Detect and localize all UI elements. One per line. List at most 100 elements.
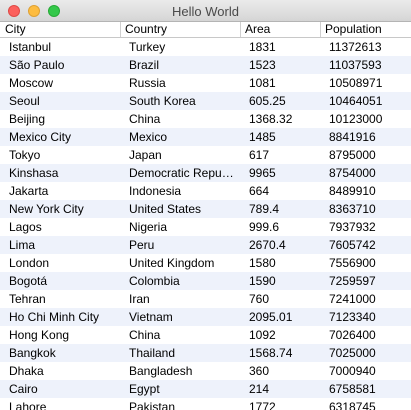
column-separator[interactable] — [240, 22, 241, 37]
zoom-button[interactable] — [48, 5, 60, 17]
cell-city: Mexico City — [9, 130, 72, 144]
cell-population: 7937932 — [329, 220, 376, 234]
cell-area: 2670.4 — [249, 238, 286, 252]
cell-area: 999.6 — [249, 220, 280, 234]
cell-city: Lima — [9, 238, 36, 252]
cell-country: Turkey — [129, 40, 166, 54]
column-header-area[interactable]: Area — [245, 22, 271, 36]
cell-country: Pakistan — [129, 400, 176, 410]
table-row[interactable]: New York City United States 789.4 8363710 — [0, 200, 411, 218]
cell-area: 617 — [249, 148, 270, 162]
cell-country: Japan — [129, 148, 162, 162]
cell-country: Vietnam — [129, 310, 173, 324]
close-button[interactable] — [8, 5, 20, 17]
cell-city: Istanbul — [9, 40, 52, 54]
city-table[interactable]: City Country Area Population Istanbul Tur… — [0, 22, 411, 410]
cell-country: Democratic Repub… — [129, 166, 239, 180]
cell-population: 7026400 — [329, 328, 376, 342]
column-separator[interactable] — [320, 22, 321, 37]
cell-city: Tokyo — [9, 148, 41, 162]
cell-city: Moscow — [9, 76, 54, 90]
table-row[interactable]: Istanbul Turkey 1831 11372613 — [0, 38, 411, 56]
cell-area: 664 — [249, 184, 270, 198]
cell-area: 360 — [249, 364, 270, 378]
table-row[interactable]: Seoul South Korea 605.25 10464051 — [0, 92, 411, 110]
table-row[interactable]: Cairo Egypt 214 6758581 — [0, 380, 411, 398]
cell-country: United States — [129, 202, 202, 216]
column-separator[interactable] — [120, 22, 121, 37]
cell-population: 10464051 — [329, 94, 383, 108]
cell-area: 1568.74 — [249, 346, 293, 360]
title-bar[interactable]: Hello World — [0, 0, 411, 22]
column-header-city[interactable]: City — [5, 22, 26, 36]
table-row[interactable]: Lagos Nigeria 999.6 7937932 — [0, 218, 411, 236]
cell-area: 1092 — [249, 328, 276, 342]
cell-population: 8489910 — [329, 184, 376, 198]
table-row[interactable]: Jakarta Indonesia 664 8489910 — [0, 182, 411, 200]
table-row[interactable]: London United Kingdom 1580 7556900 — [0, 254, 411, 272]
cell-area: 214 — [249, 382, 270, 396]
cell-population: 8363710 — [329, 202, 376, 216]
cell-area: 1523 — [249, 58, 276, 72]
cell-city: Hong Kong — [9, 328, 70, 342]
minimize-button[interactable] — [28, 5, 40, 17]
cell-country: Iran — [129, 292, 150, 306]
cell-area: 1368.32 — [249, 112, 293, 126]
cell-city: New York City — [9, 202, 84, 216]
cell-area: 1485 — [249, 130, 276, 144]
table-row[interactable]: Tehran Iran 760 7241000 — [0, 290, 411, 308]
cell-population: 11372613 — [329, 40, 382, 54]
column-header-population[interactable]: Population — [325, 22, 382, 36]
cell-city: London — [9, 256, 50, 270]
cell-country: Brazil — [129, 58, 160, 72]
table-row[interactable]: Lima Peru 2670.4 7605742 — [0, 236, 411, 254]
cell-population: 7605742 — [329, 238, 376, 252]
cell-country: South Korea — [129, 94, 196, 108]
cell-population: 8841916 — [329, 130, 376, 144]
cell-population: 7241000 — [329, 292, 376, 306]
table-row[interactable]: Moscow Russia 1081 10508971 — [0, 74, 411, 92]
cell-city: São Paulo — [9, 58, 65, 72]
cell-city: Dhaka — [9, 364, 44, 378]
cell-country: China — [129, 328, 161, 342]
table-row[interactable]: Kinshasa Democratic Repub… 9965 8754000 — [0, 164, 411, 182]
cell-country: Nigeria — [129, 220, 168, 234]
table-row[interactable]: Tokyo Japan 617 8795000 — [0, 146, 411, 164]
table-row[interactable]: Lahore Pakistan 1772 6318745 — [0, 398, 411, 410]
cell-city: Bogotá — [9, 274, 48, 288]
cell-city: Jakarta — [9, 184, 49, 198]
cell-country: Egypt — [129, 382, 160, 396]
cell-city: Kinshasa — [9, 166, 59, 180]
cell-area: 789.4 — [249, 202, 280, 216]
cell-population: 10508971 — [329, 76, 383, 90]
table-body: Istanbul Turkey 1831 11372613 São Paulo Brazi… — [0, 38, 411, 410]
cell-area: 1590 — [249, 274, 276, 288]
cell-population: 7123340 — [329, 310, 376, 324]
table-row[interactable]: Bogotá Colombia 1590 7259597 — [0, 272, 411, 290]
table-row[interactable]: Hong Kong China 1092 7026400 — [0, 326, 411, 344]
cell-population: 11037593 — [329, 58, 382, 72]
column-header-country[interactable]: Country — [125, 22, 168, 36]
cell-area: 1580 — [249, 256, 276, 270]
cell-city: Beijing — [9, 112, 46, 126]
cell-country: Russia — [129, 76, 166, 90]
cell-population: 7259597 — [329, 274, 376, 288]
cell-area: 9965 — [249, 166, 276, 180]
cell-city: Lagos — [9, 220, 42, 234]
table-row[interactable]: Beijing China 1368.32 10123000 — [0, 110, 411, 128]
cell-country: Bangladesh — [129, 364, 193, 378]
table-row[interactable]: São Paulo Brazil 1523 11037593 — [0, 56, 411, 74]
cell-population: 6758581 — [329, 382, 376, 396]
cell-population: 10123000 — [329, 112, 383, 126]
cell-country: Peru — [129, 238, 155, 252]
cell-population: 7000940 — [329, 364, 376, 378]
cell-country: Colombia — [129, 274, 180, 288]
cell-city: Cairo — [9, 382, 38, 396]
table-row[interactable]: Bangkok Thailand 1568.74 7025000 — [0, 344, 411, 362]
table-row[interactable]: Ho Chi Minh City Vietnam 2095.01 7123340 — [0, 308, 411, 326]
window-title: Hello World — [172, 4, 239, 19]
table-row[interactable]: Mexico City Mexico 1485 8841916 — [0, 128, 411, 146]
table-row[interactable]: Dhaka Bangladesh 360 7000940 — [0, 362, 411, 380]
cell-country: Indonesia — [129, 184, 182, 198]
